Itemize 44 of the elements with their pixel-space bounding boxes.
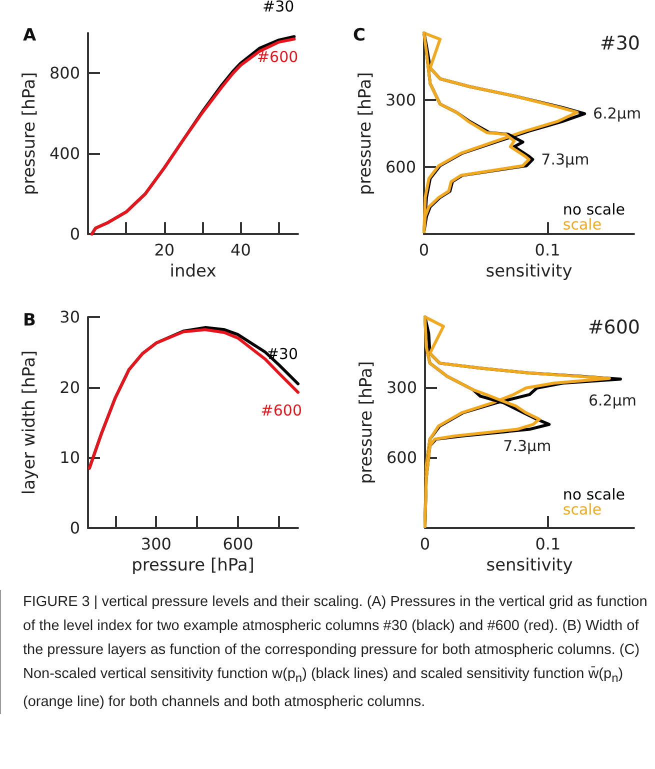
series-label: #600 — [260, 401, 302, 420]
y-axis-title: layer width [hPa] — [20, 350, 40, 495]
x-tick-label: 0 — [418, 240, 430, 260]
series-label: #600 — [256, 48, 298, 66]
y-tick-label: 0 — [70, 518, 80, 538]
text: no scale — [562, 486, 626, 504]
y-tick-label: 30 — [60, 308, 80, 326]
annotation: 7.3µm — [541, 150, 590, 168]
y-tick-label: 400 — [49, 144, 80, 164]
y-axis-title: pressure [hPa] — [356, 72, 376, 195]
x-axis-title: sensitivity — [486, 262, 572, 282]
annotation: 7.3µm — [503, 436, 552, 455]
x-axis-title: pressure [hPa] — [132, 555, 254, 576]
y-tick-label: 300 — [386, 378, 417, 397]
x-axis-title: index — [170, 262, 216, 282]
chart-subtitle: #600 — [588, 316, 640, 338]
x-tick-label: 300 — [140, 534, 172, 554]
chart-title: A — [23, 26, 37, 46]
annotation: 6.2µm — [593, 104, 642, 123]
text: FIGURE 3 | vertical pressure levels and their scaling. (A) Pressures in the vertical grid as function of the level index for two example atmospheric columns #30 (black) and #600 (red). (B) Width of the pressure layers as function of the corresponding pressure for both atmospheric columns. (C) Non-scaled vertical sensitivity function w(p$_{n}$) (black lines) and scaled sensitivity function w̄(p$_{n}$) (orange line) for both channels and both atmospheric columns. — [23, 594, 648, 710]
x-tick-label: 600 — [222, 534, 254, 554]
y-tick-label: 600 — [386, 448, 417, 468]
text: scale — [562, 216, 602, 234]
x-tick-label: 20 — [154, 240, 175, 260]
y-tick-label: 600 — [385, 158, 416, 177]
chart-title: B — [23, 310, 36, 330]
y-tick-label: 10 — [60, 448, 80, 468]
chart-subtitle: #30 — [600, 32, 640, 54]
x-tick-label: 40 — [230, 240, 251, 260]
y-tick-label: 20 — [60, 378, 80, 397]
series-label: #30 — [262, 0, 294, 16]
x-tick-label: 0.1 — [534, 240, 560, 260]
y-tick-label: 800 — [49, 64, 80, 83]
x-tick-label: 0 — [420, 534, 430, 554]
y-axis-title: pressure [hPa] — [20, 72, 40, 195]
annotation: 6.2µm — [588, 392, 636, 410]
text: scale — [562, 500, 602, 518]
y-tick-label: 0 — [70, 224, 80, 244]
text: no scale — [562, 200, 626, 218]
y-axis-title: pressure [hPa] — [356, 361, 376, 484]
x-axis-title: sensitivity — [486, 555, 573, 576]
y-tick-label: 300 — [385, 90, 416, 110]
x-tick-label: 0.1 — [535, 534, 561, 554]
chart-title: C — [353, 26, 366, 46]
